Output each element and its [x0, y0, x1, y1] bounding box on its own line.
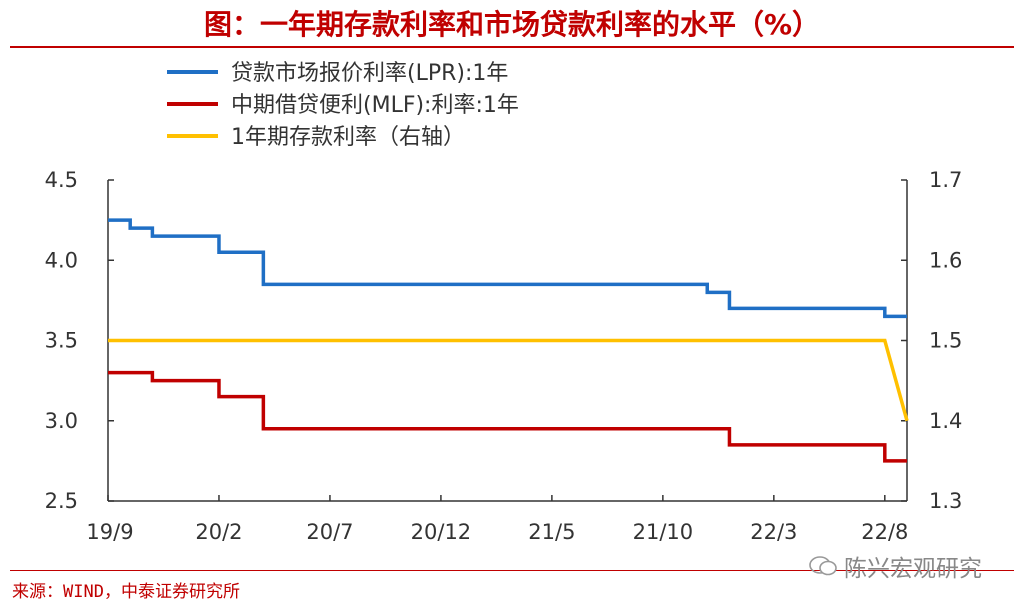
right-tick-label: 1.6 — [929, 248, 962, 272]
x-tick-label: 20/2 — [195, 520, 242, 544]
left-tick-label: 3.5 — [45, 329, 78, 353]
axes: 4.5 4.0 3.5 3.0 2.5 1.7 1.6 1.5 1.4 1.3 19/9 20/2 20… — [45, 168, 963, 544]
watermark-text: 陈兴宏观研究 — [844, 556, 982, 582]
left-tick-label: 3.0 — [45, 409, 78, 433]
wechat-icon — [809, 556, 837, 576]
x-tick-label: 19/9 — [86, 520, 133, 544]
right-tick-label: 1.4 — [929, 409, 962, 433]
chart-title: 图：一年期存款利率和市场贷款利率的水平（%） — [203, 8, 821, 41]
right-tick-label: 1.5 — [929, 329, 962, 353]
x-tick-label: 20/12 — [411, 520, 472, 544]
source-rule — [10, 570, 1014, 571]
source-note: 来源：WIND，中泰证券研究所 — [12, 582, 240, 602]
title-rule — [10, 46, 1014, 48]
right-tick-label: 1.3 — [929, 489, 962, 513]
x-tick-label: 22/8 — [861, 520, 908, 544]
x-tick-label: 22/3 — [750, 520, 797, 544]
left-tick-label: 4.5 — [45, 168, 78, 192]
left-tick-label: 4.0 — [45, 248, 78, 272]
x-tick-label: 21/5 — [528, 520, 575, 544]
series-lines — [108, 218, 909, 463]
legend-label: 中期借贷便利(MLF):利率:1年 — [231, 93, 519, 118]
x-tick-label: 20/7 — [306, 520, 353, 544]
series-line-1 — [108, 218, 907, 319]
legend-label: 贷款市场报价利率(LPR):1年 — [231, 61, 508, 86]
left-tick-label: 2.5 — [45, 489, 78, 513]
legend-label: 1年期存款利率（右轴） — [231, 125, 465, 150]
x-tick-label: 21/10 — [633, 520, 694, 544]
right-tick-label: 1.7 — [929, 168, 962, 192]
series-line-2 — [108, 370, 907, 463]
series-line-3 — [108, 338, 909, 422]
watermark: 陈兴宏观研究 — [808, 549, 982, 583]
